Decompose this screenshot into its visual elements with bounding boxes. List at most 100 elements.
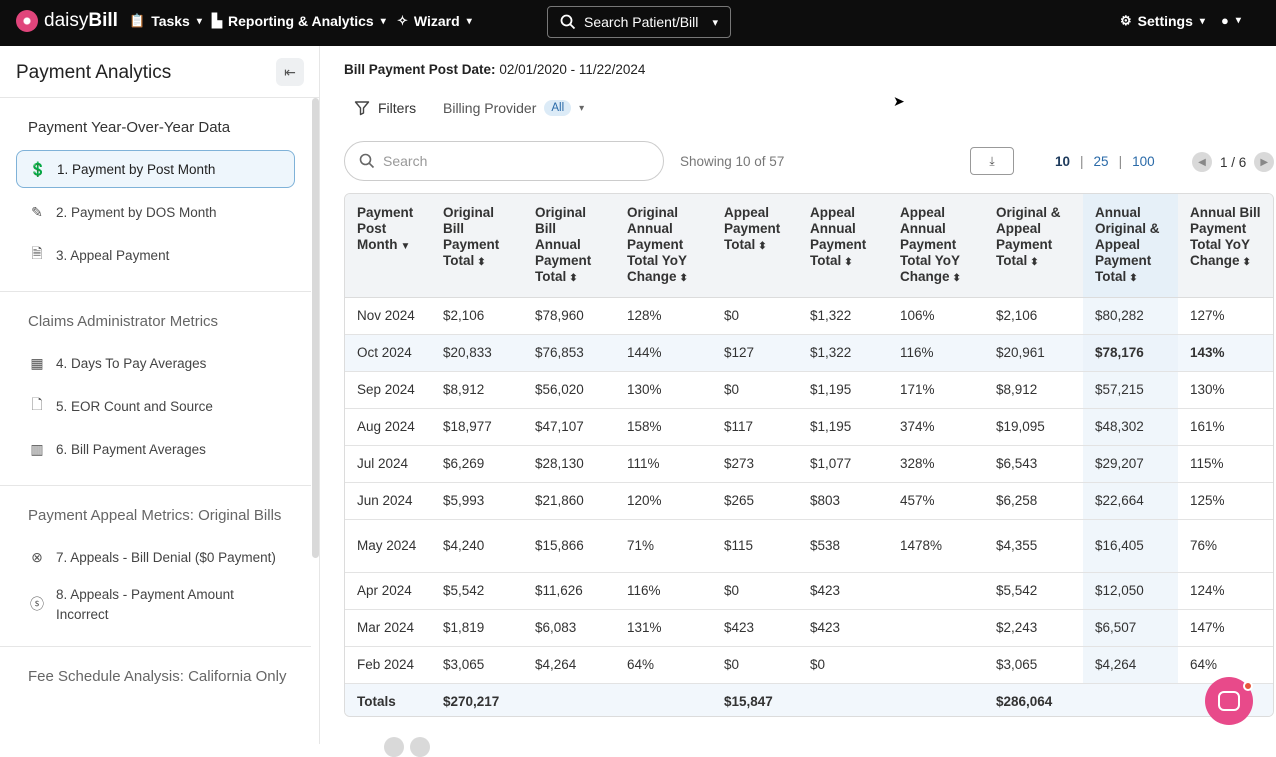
table-search-input[interactable]: Search bbox=[344, 141, 664, 181]
sidebar-scrollbar[interactable] bbox=[312, 98, 319, 558]
table-row[interactable]: Sep 2024 $8,912 $56,020 130% $0 $1,195 171% $8,… bbox=[345, 371, 1273, 409]
bottom-pagination bbox=[384, 737, 430, 757]
table-cell: $28,130 bbox=[523, 445, 615, 483]
table-cell: $48,302 bbox=[1083, 408, 1178, 446]
column-header[interactable]: Original Bill Annual Payment Total ⬍ bbox=[523, 194, 615, 298]
sidebar: Payment Analytics ⇤ Payment Year-Over-Ye… bbox=[0, 46, 320, 744]
sidebar-item-payment-by-post-month[interactable]: 💲 1. Payment by Post Month bbox=[16, 150, 295, 188]
prev-page-button[interactable]: ◀ bbox=[1192, 152, 1212, 172]
nav-settings[interactable]: ⚙ Settings ▾ bbox=[1120, 13, 1205, 29]
table-cell: 171% bbox=[888, 371, 984, 409]
column-header[interactable]: Appeal Annual Payment Total YoY Change ⬍ bbox=[888, 194, 984, 298]
sidebar-item-label: 1. Payment by Post Month bbox=[57, 161, 216, 177]
table-cell: 76% bbox=[1178, 519, 1273, 573]
dollar-doc-icon: 💲 bbox=[29, 160, 47, 177]
sidebar-item-appeals-payment-incorrect[interactable]: ⓢ 8. Appeals - Payment Amount Incorrect bbox=[16, 581, 295, 629]
sort-icon: ⬍ bbox=[569, 273, 578, 284]
filter-icon bbox=[354, 101, 370, 116]
nav-reporting[interactable]: ▙ Reporting & Analytics ▾ bbox=[212, 13, 386, 29]
payment-table: Payment Post Month ▼ Original Bill Paymen… bbox=[344, 193, 1274, 717]
table-row[interactable]: Oct 2024 $20,833 $76,853 144% $127 $1,322 116%… bbox=[345, 334, 1273, 372]
table-row[interactable]: Feb 2024 $3,065 $4,264 64% $0 $0 $3,065 $4,264 6… bbox=[345, 646, 1273, 684]
collapse-sidebar-button[interactable]: ⇤ bbox=[276, 58, 304, 86]
prev-page-button[interactable] bbox=[384, 737, 404, 757]
sidebar-item-appeals-bill-denial[interactable]: ⊗ 7. Appeals - Bill Denial ($0 Payment) bbox=[16, 538, 295, 576]
search-icon bbox=[560, 14, 576, 30]
page-size-10[interactable]: 10 bbox=[1055, 154, 1071, 169]
table-cell: 127% bbox=[1178, 297, 1273, 335]
table-row[interactable]: Jun 2024 $5,993 $21,860 120% $265 $803 457% $6,… bbox=[345, 482, 1273, 520]
daisybill-logo[interactable]: daisyBill bbox=[16, 10, 118, 32]
search-placeholder: Search bbox=[383, 153, 428, 169]
column-header[interactable]: Annual Original & Appeal Payment Total ⬍ bbox=[1083, 194, 1178, 298]
table-row[interactable]: Jul 2024 $6,269 $28,130 111% $273 $1,077 328% $… bbox=[345, 445, 1273, 483]
sidebar-item-eor-count[interactable]: 🗋 5. EOR Count and Source bbox=[16, 387, 295, 425]
table-cell: Apr 2024 bbox=[345, 572, 431, 610]
totals-cell bbox=[615, 683, 712, 716]
nav-tasks[interactable]: 📋 Tasks ▾ bbox=[129, 13, 202, 29]
column-header[interactable]: Appeal Annual Payment Total ⬍ bbox=[798, 194, 888, 298]
page-size-separator: | bbox=[1118, 154, 1123, 169]
table-cell bbox=[888, 609, 984, 647]
table-cell: Jul 2024 bbox=[345, 445, 431, 483]
sidebar-item-days-to-pay[interactable]: ▦ 4. Days To Pay Averages bbox=[16, 344, 295, 382]
column-header[interactable]: Annual Bill Payment Total YoY Change ⬍ bbox=[1178, 194, 1273, 298]
table-header-row: Payment Post Month ▼ Original Bill Paymen… bbox=[345, 194, 1273, 298]
table-row[interactable]: Aug 2024 $18,977 $47,107 158% $117 $1,195 374%… bbox=[345, 408, 1273, 446]
billing-provider-filter[interactable]: Billing Provider All ▾ bbox=[443, 100, 584, 116]
dollar-circle-icon: ⓢ bbox=[30, 596, 44, 612]
nav-user-menu[interactable]: ● ▾ bbox=[1221, 13, 1241, 28]
page-size-25[interactable]: 25 bbox=[1093, 154, 1109, 169]
sidebar-item-label: 8. Appeals - Payment Amount Incorrect bbox=[56, 587, 234, 622]
sidebar-item-appeal-payment[interactable]: 🗎 3. Appeal Payment bbox=[16, 236, 295, 274]
column-header[interactable]: Original & Appeal Payment Total ⬍ bbox=[984, 194, 1083, 298]
table-cell: $273 bbox=[712, 445, 798, 483]
table-cell: $8,912 bbox=[431, 371, 523, 409]
nav-wizard[interactable]: ✧ Wizard ▾ bbox=[397, 13, 472, 29]
table-cell: $2,243 bbox=[984, 609, 1083, 647]
billing-provider-value: All bbox=[544, 100, 572, 116]
file-search-icon: 🗎 bbox=[31, 245, 43, 261]
column-header[interactable]: Original Bill Payment Total ⬍ bbox=[431, 194, 523, 298]
post-date-value: 02/01/2020 - 11/22/2024 bbox=[499, 62, 646, 77]
sort-icon: ⬍ bbox=[952, 273, 961, 284]
column-header[interactable]: Original Annual Payment Total YoY Change… bbox=[615, 194, 712, 298]
download-button[interactable]: ⤓ bbox=[970, 147, 1014, 175]
sidebar-item-bill-payment-averages[interactable]: ▥ 6. Bill Payment Averages bbox=[16, 430, 295, 468]
chevron-down-icon: ▾ bbox=[196, 15, 202, 27]
table-cell: $1,819 bbox=[431, 609, 523, 647]
table-cell: $12,050 bbox=[1083, 572, 1178, 610]
table-cell: 328% bbox=[888, 445, 984, 483]
bar-chart-icon: ▥ bbox=[30, 440, 44, 457]
table-cell: $22,664 bbox=[1083, 482, 1178, 520]
filters-button[interactable]: Filters bbox=[354, 100, 416, 116]
page-indicator: 1 / 6 bbox=[1220, 154, 1247, 170]
logo-text-b: Bill bbox=[88, 10, 118, 31]
table-cell: $423 bbox=[798, 609, 888, 647]
table-cell: 128% bbox=[615, 297, 712, 335]
column-header[interactable]: Payment Post Month ▼ bbox=[345, 194, 431, 298]
totals-cell: $270,217 bbox=[431, 683, 523, 716]
table-row[interactable]: Nov 2024 $2,106 $78,960 128% $0 $1,322 106% $2,… bbox=[345, 297, 1273, 335]
table-row[interactable]: Mar 2024 $1,819 $6,083 131% $423 $423 $2,243 $6… bbox=[345, 609, 1273, 647]
page-size-100[interactable]: 100 bbox=[1132, 154, 1155, 169]
table-cell: $3,065 bbox=[431, 646, 523, 684]
billing-provider-label: Billing Provider bbox=[443, 100, 537, 116]
chevron-down-icon: ▾ bbox=[380, 15, 386, 27]
totals-cell bbox=[523, 683, 615, 716]
table-cell: $2,106 bbox=[984, 297, 1083, 335]
table-cell: 130% bbox=[615, 371, 712, 409]
gear-icon: ⚙ bbox=[1120, 13, 1132, 28]
sort-icon: ⬍ bbox=[477, 257, 486, 268]
sidebar-item-payment-by-dos-month[interactable]: ✎ 2. Payment by DOS Month bbox=[16, 193, 295, 231]
column-header[interactable]: Appeal Payment Total ⬍ bbox=[712, 194, 798, 298]
sidebar-section-appeals: Payment Appeal Metrics: Original Bills ⊗… bbox=[0, 486, 311, 647]
next-page-button[interactable]: ▶ bbox=[1254, 152, 1275, 172]
table-cell: Oct 2024 bbox=[345, 334, 431, 372]
table-row[interactable]: Apr 2024 $5,542 $11,626 116% $0 $423 $5,542 $12… bbox=[345, 572, 1273, 610]
table-row[interactable]: May 2024 $4,240 $15,866 71% $115 $538 1478% $4,… bbox=[345, 519, 1273, 573]
search-patient-bill-button[interactable]: Search Patient/Bill ▾ bbox=[547, 6, 731, 38]
table-cell: $6,269 bbox=[431, 445, 523, 483]
next-page-button[interactable] bbox=[410, 737, 430, 757]
table-cell: 120% bbox=[615, 482, 712, 520]
